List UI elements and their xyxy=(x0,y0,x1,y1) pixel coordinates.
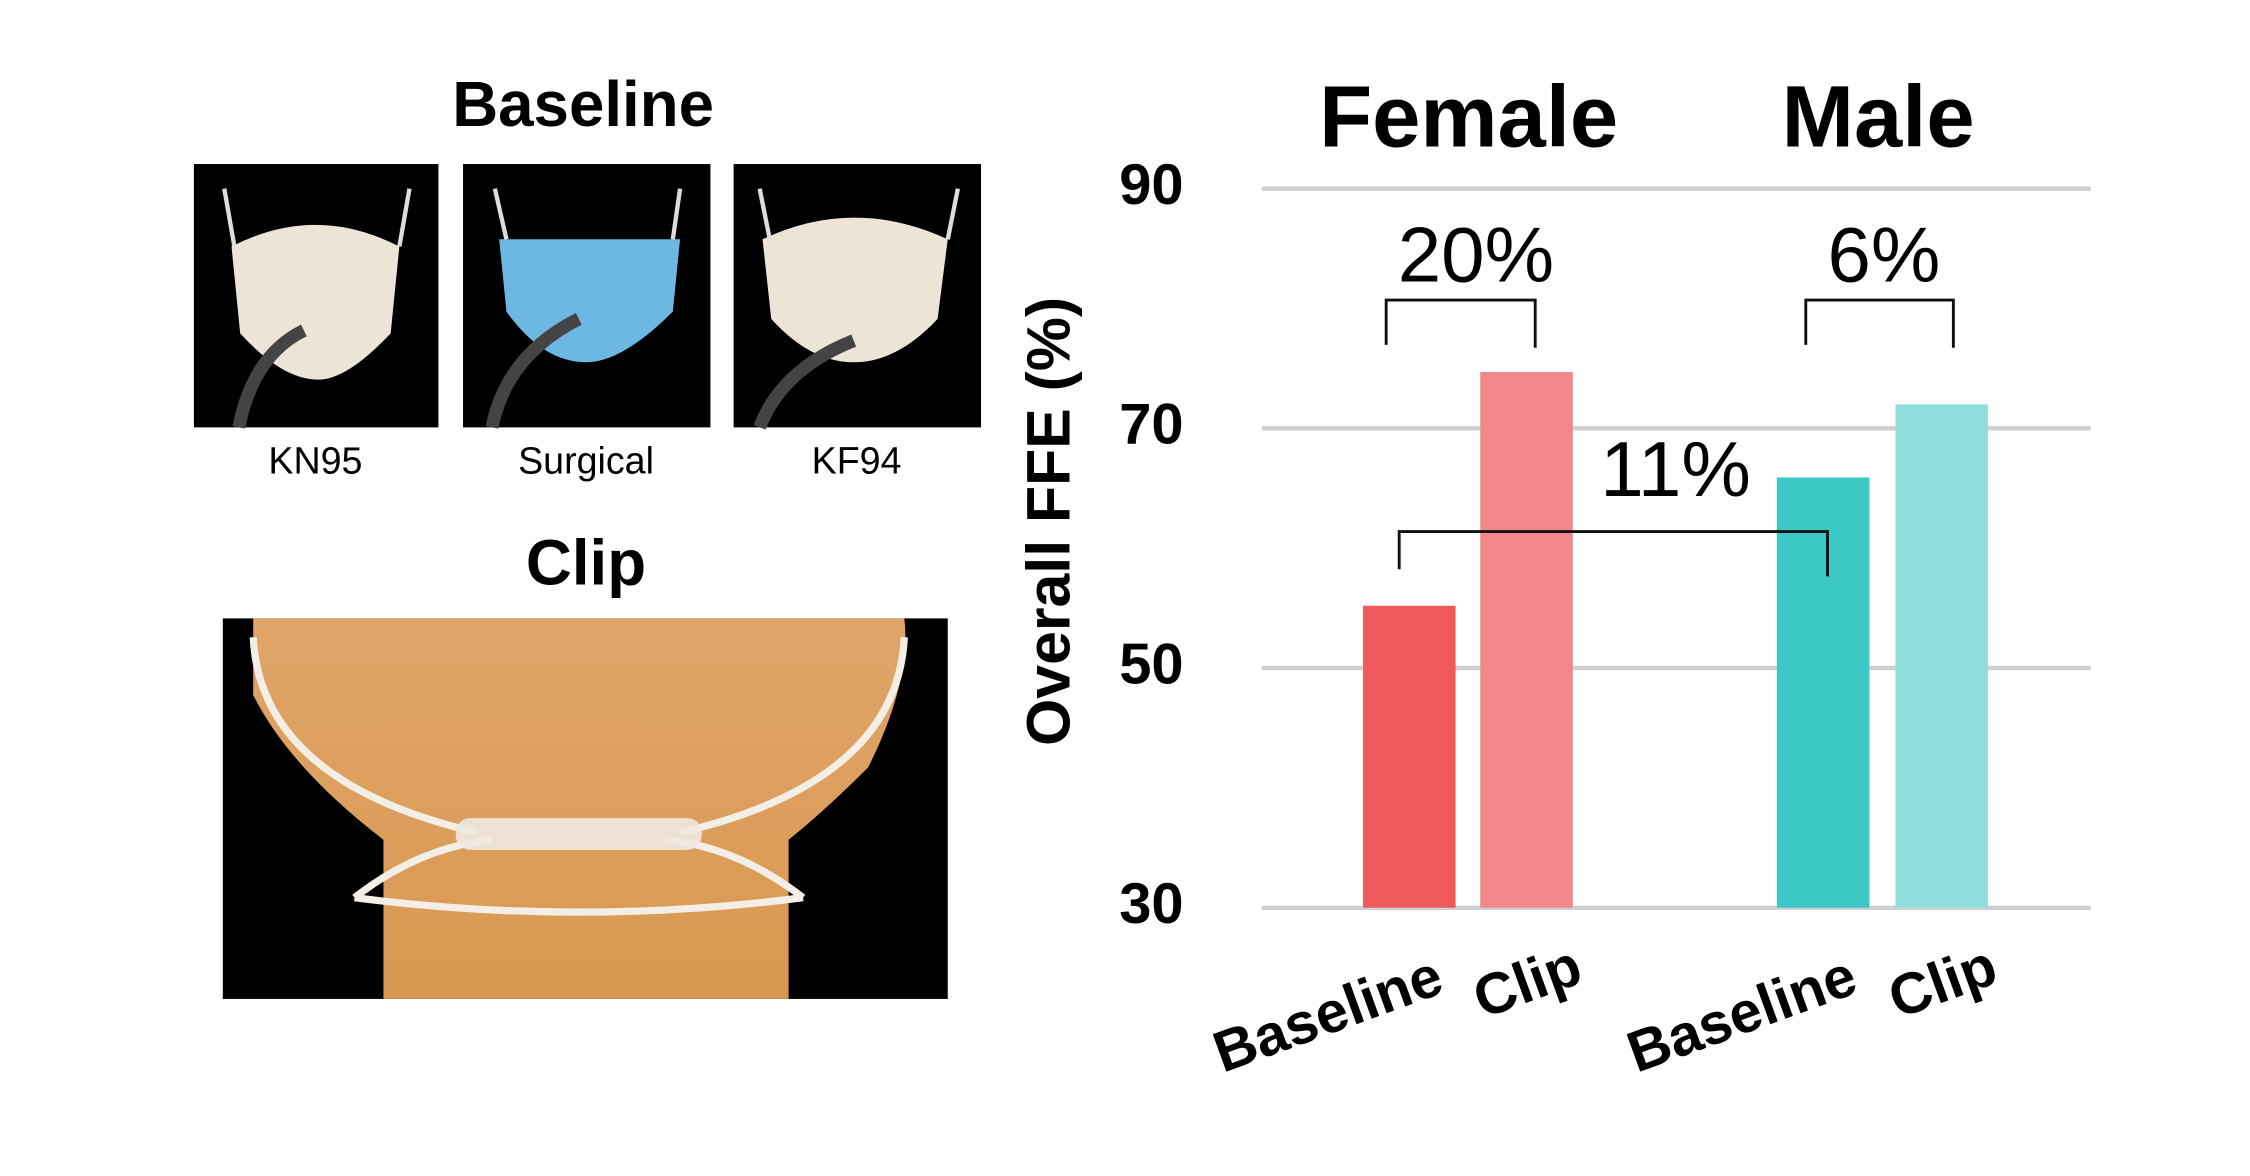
x-tick-label: Clip xyxy=(1880,934,2005,1032)
y-tick-label: 50 xyxy=(1119,632,1183,696)
bar xyxy=(1895,404,1989,908)
bar xyxy=(1363,605,1456,908)
photo-title: Clip xyxy=(526,528,646,599)
y-tick-label: 90 xyxy=(1119,153,1183,217)
x-tick-label: Clip xyxy=(1465,934,1590,1032)
mask-label: Surgical xyxy=(518,440,654,482)
y-tick-label: 30 xyxy=(1119,872,1183,936)
annotation: 11% xyxy=(1600,425,1751,513)
y-tick-label: 70 xyxy=(1119,393,1183,457)
y-axis-label: Overall FFE (%) xyxy=(1014,297,1082,746)
photo-title: Baseline xyxy=(452,69,714,140)
bar xyxy=(1776,477,1870,908)
bracket xyxy=(1384,298,1537,348)
mask-label: KN95 xyxy=(268,440,362,482)
x-tick-label: Baseline xyxy=(1205,944,1451,1086)
group-title: Female xyxy=(1319,68,1618,165)
mask-photos xyxy=(193,164,982,430)
annotation: 20% xyxy=(1398,211,1554,299)
clip-photo xyxy=(222,618,948,999)
mask-label: KF94 xyxy=(812,440,902,482)
annotation: 6% xyxy=(1827,211,1940,299)
bracket xyxy=(1804,298,1955,348)
x-tick-label: Baseline xyxy=(1619,944,1865,1086)
bar xyxy=(1480,372,1573,908)
group-title: Male xyxy=(1782,68,1975,165)
bracket xyxy=(1397,530,1829,577)
